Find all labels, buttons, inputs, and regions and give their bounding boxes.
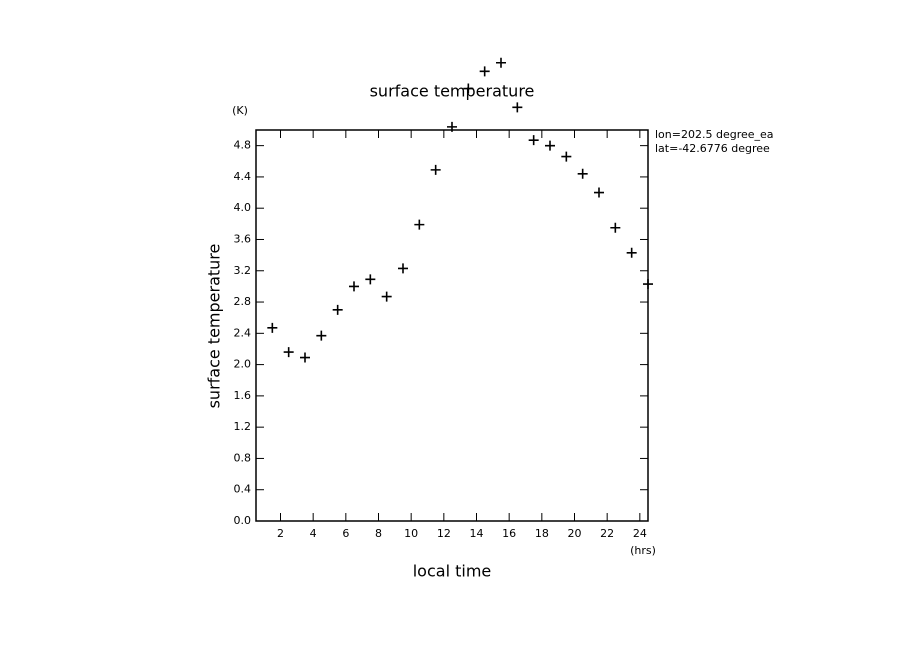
y-tick-label: 1.6 <box>234 389 252 402</box>
y-unit: (K) <box>232 104 248 117</box>
y-tick-label: 3.2 <box>234 264 252 277</box>
point <box>349 281 359 292</box>
annotation: lat=-42.6776 degree <box>655 142 770 155</box>
point <box>430 164 441 175</box>
x-tick-label: 6 <box>342 527 349 540</box>
point <box>594 187 604 198</box>
y-tick-label: 4.0 <box>234 201 252 214</box>
y-tick-label: 4.8 <box>234 139 252 152</box>
y-tick-label: 2.4 <box>234 326 252 339</box>
y-tick-label: 4.4 <box>234 170 252 183</box>
x-tick-label: 24 <box>633 527 647 540</box>
x-axis-label: local time <box>413 562 492 581</box>
chart-title: surface temperature <box>370 82 535 101</box>
y-tick-label: 1.2 <box>234 420 252 433</box>
y-axis-label: surface temperature <box>205 244 224 409</box>
y-tick-label: 2.0 <box>234 358 252 371</box>
x-tick-label: 22 <box>600 527 614 540</box>
point <box>447 121 457 132</box>
point <box>528 135 539 146</box>
point <box>414 219 425 230</box>
y-tick-label: 0.4 <box>234 483 252 496</box>
point <box>643 279 653 290</box>
y-tick-label: 2.8 <box>234 295 252 308</box>
point <box>496 57 506 68</box>
x-tick-label: 8 <box>375 527 382 540</box>
x-tick-label: 2 <box>277 527 284 540</box>
point <box>626 247 637 258</box>
plot-frame <box>255 129 649 522</box>
annotation: lon=202.5 degree_ea <box>655 128 774 141</box>
point <box>316 330 327 341</box>
x-unit: (hrs) <box>630 544 656 557</box>
point <box>577 168 588 179</box>
point <box>561 151 572 162</box>
x-tick-label: 12 <box>437 527 451 540</box>
point <box>267 322 278 333</box>
x-tick-label: 10 <box>404 527 418 540</box>
point <box>545 140 555 151</box>
x-tick-label: 20 <box>568 527 582 540</box>
y-tick-label: 0.8 <box>234 451 252 464</box>
point <box>479 66 490 77</box>
point <box>283 347 294 358</box>
point <box>300 352 310 363</box>
y-tick-label: 0.0 <box>234 514 252 527</box>
point <box>365 274 376 285</box>
point <box>512 102 523 113</box>
x-tick-label: 16 <box>502 527 516 540</box>
y-tick-label: 3.6 <box>234 232 252 245</box>
x-tick-label: 4 <box>310 527 317 540</box>
x-tick-label: 18 <box>535 527 549 540</box>
x-tick-label: 14 <box>470 527 484 540</box>
point <box>610 222 621 233</box>
point <box>381 291 392 302</box>
point <box>332 304 343 315</box>
point <box>398 263 408 274</box>
point <box>463 83 474 94</box>
